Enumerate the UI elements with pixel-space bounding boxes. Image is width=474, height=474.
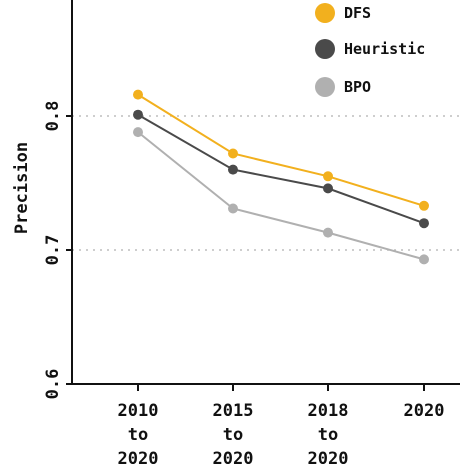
x-ticks: 2010 to 2020 2015 to 2020 2018 to 2020 2020 [118, 384, 445, 469]
x-tick-label: 2018 to 2020 [308, 401, 349, 469]
series-lines [133, 89, 429, 265]
data-point-heuristic [228, 164, 238, 175]
grid-lines [72, 115, 460, 251]
legend-marker-bpo [315, 77, 335, 97]
y-axis-label: Precision [12, 142, 32, 234]
data-point-bpo [419, 254, 429, 265]
data-point-dfs [419, 200, 429, 211]
x-tick-label: 2020 [404, 401, 445, 421]
series-line-heuristic [137, 113, 425, 225]
y-ticks: 0.6 0.7 0.8 [43, 101, 72, 400]
data-point-bpo [133, 127, 143, 138]
legend-marker-dfs [315, 3, 335, 23]
data-point-heuristic [133, 109, 143, 120]
y-tick-label: 0.7 [43, 235, 63, 266]
legend-label-bpo: BPO [344, 78, 371, 96]
data-point-heuristic [323, 183, 333, 194]
data-point-bpo [228, 203, 238, 214]
legend-marker-heuristic [315, 39, 335, 59]
data-point-bpo [323, 227, 333, 238]
data-point-heuristic [419, 218, 429, 229]
x-tick-label: 2015 to 2020 [213, 401, 254, 469]
y-tick-label: 0.6 [43, 369, 63, 400]
legend: DFS Heuristic BPO [315, 3, 425, 97]
legend-label-heuristic: Heuristic [344, 40, 425, 58]
y-tick-label: 0.8 [43, 101, 63, 132]
series-line-dfs [137, 93, 425, 207]
legend-label-dfs: DFS [344, 4, 371, 22]
series-line-bpo [137, 131, 425, 261]
data-point-dfs [228, 148, 238, 159]
data-point-dfs [323, 171, 333, 182]
data-point-dfs [133, 89, 143, 100]
x-tick-label: 2010 to 2020 [118, 401, 159, 469]
